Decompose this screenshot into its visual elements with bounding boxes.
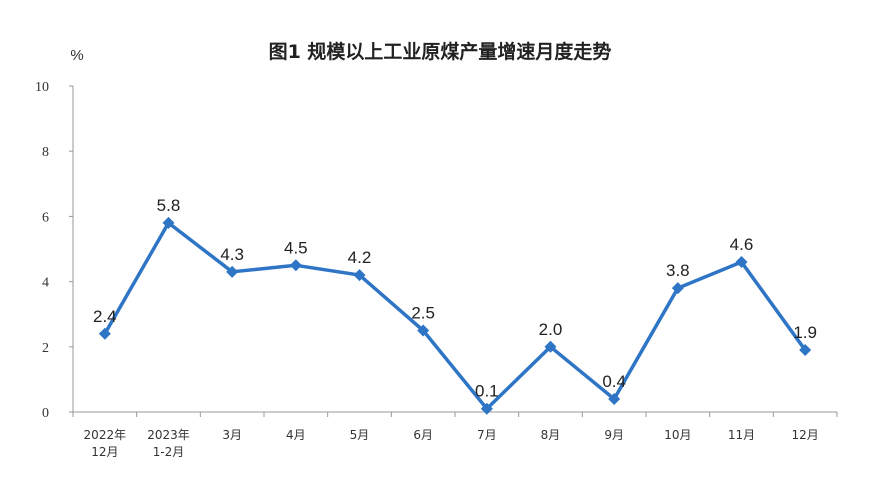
data-label: 2.4 — [93, 307, 117, 326]
x-tick-label-line: 2023年 — [147, 428, 190, 442]
series-line — [98, 216, 812, 415]
x-tick-label-line: 2022年 — [84, 428, 127, 442]
x-tick-label-line: 6月 — [413, 428, 433, 442]
x-tick-label: 6月 — [413, 428, 433, 442]
data-point-marker — [480, 402, 493, 415]
data-point-marker — [417, 324, 430, 337]
y-tick-label: 2 — [42, 341, 49, 356]
data-point-marker — [735, 256, 748, 269]
y-tick-label: 0 — [42, 406, 49, 421]
x-tick-label: 4月 — [286, 428, 306, 442]
data-label: 4.6 — [730, 235, 754, 254]
y-tick-label: 10 — [35, 80, 49, 95]
axes — [69, 85, 838, 417]
y-axis-unit: % — [70, 47, 83, 64]
data-point-marker — [544, 340, 557, 353]
data-point-marker — [98, 327, 111, 340]
data-label: 0.1 — [475, 382, 499, 401]
data-label: 2.5 — [411, 304, 435, 323]
x-tick-label-line: 12月 — [792, 428, 819, 442]
data-label: 3.8 — [666, 261, 690, 280]
x-tick-label: 11月 — [728, 428, 755, 442]
data-point-marker — [226, 265, 239, 278]
x-tick-label: 9月 — [604, 428, 624, 442]
x-tick-label-line: 3月 — [222, 428, 242, 442]
data-point-marker — [671, 282, 684, 295]
data-label: 4.5 — [284, 238, 308, 257]
y-tick-labels: 0 2 4 6 8 10 — [35, 80, 49, 421]
x-tick-label-line: 12月 — [91, 445, 118, 459]
x-tick-label: 10月 — [664, 428, 691, 442]
x-tick-label: 2022年 12月 — [84, 428, 127, 459]
data-point-marker — [799, 344, 812, 357]
x-tick-label-line: 10月 — [664, 428, 691, 442]
data-label: 4.2 — [348, 248, 372, 267]
x-tick-labels: 2022年 12月 2023年 1-2月 3月 4月 5月 6月 7月 8月 9月 10月 11月 12月 — [84, 428, 819, 459]
x-tick-label-line: 4月 — [286, 428, 306, 442]
y-tick-label: 8 — [42, 145, 49, 160]
y-tick-label: 6 — [42, 210, 49, 225]
data-label: 0.4 — [602, 372, 626, 391]
x-tick-label-line: 9月 — [604, 428, 624, 442]
y-tick-label: 4 — [42, 276, 49, 291]
data-point-marker — [289, 259, 302, 272]
x-tick-label: 2023年 1-2月 — [147, 428, 190, 459]
data-label: 1.9 — [793, 323, 817, 342]
x-tick-label-line: 7月 — [477, 428, 497, 442]
data-label: 4.3 — [220, 245, 244, 264]
x-tick-label: 8月 — [541, 428, 561, 442]
chart-title: 图1 规模以上工业原煤产量增速月度走势 — [269, 40, 612, 63]
x-tick-label-line: 5月 — [350, 428, 370, 442]
series-polyline — [103, 221, 807, 411]
x-tick-label: 3月 — [222, 428, 242, 442]
data-label: 5.8 — [157, 196, 181, 215]
data-point-marker — [353, 269, 366, 282]
x-tick-label-line: 11月 — [728, 428, 755, 442]
data-point-marker — [608, 392, 621, 405]
data-labels: 2.4 5.8 4.3 4.5 4.2 2.5 0.1 2.0 0.4 3.8 4.6 1.9 — [93, 196, 817, 401]
data-label: 2.0 — [539, 320, 563, 339]
x-tick-label-line: 1-2月 — [153, 445, 185, 459]
data-point-marker — [162, 216, 175, 229]
x-tick-label: 7月 — [477, 428, 497, 442]
x-tick-label-line: 8月 — [541, 428, 561, 442]
x-tick-label: 5月 — [350, 428, 370, 442]
x-tick-label: 12月 — [792, 428, 819, 442]
